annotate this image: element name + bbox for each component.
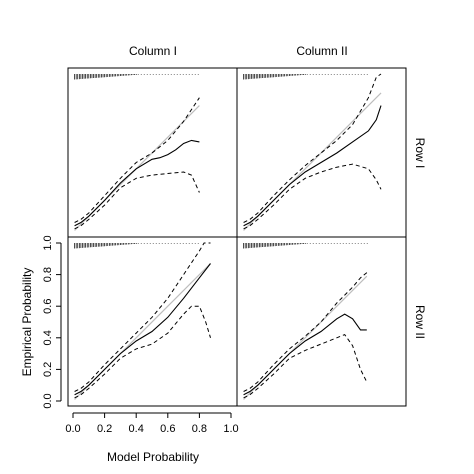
column-label-2: Column II xyxy=(296,44,347,58)
panel-1-prediction-rug xyxy=(74,74,200,80)
x-tick-label: 1.0 xyxy=(223,423,238,435)
panel-4-prediction-rug xyxy=(243,243,369,249)
y-tick-label: 0.2 xyxy=(42,362,54,377)
panel-1-upper-band xyxy=(74,97,200,223)
x-tick-label: 0.4 xyxy=(129,423,144,435)
panel-frame-col2-row2 xyxy=(236,236,407,407)
panel-2-upper-band xyxy=(243,73,382,223)
y-tick-label: 0.0 xyxy=(42,393,54,408)
panel-1-lower-band xyxy=(74,171,200,230)
panel-3-prediction-rug xyxy=(74,243,200,249)
panel-2-prediction-rug xyxy=(243,74,369,80)
x-tick-label: 0.8 xyxy=(192,423,207,435)
panel-3-lower-band xyxy=(74,305,211,399)
y-tick-label: 0.8 xyxy=(42,267,54,282)
x-tick-label: 0.6 xyxy=(160,423,175,435)
y-tick-label: 0.6 xyxy=(42,299,54,314)
y-tick-label: 0.4 xyxy=(42,330,54,345)
chart-marks xyxy=(74,73,382,400)
panel-1-calibration-curve xyxy=(74,139,200,227)
y-tick-label: 1.0 xyxy=(42,235,54,250)
panel-4-calibration-curve xyxy=(243,313,367,396)
x-axis-title: Model Probability xyxy=(107,450,199,464)
row-label-2: Row II xyxy=(413,305,427,339)
y-axis-title: Empirical Probability xyxy=(20,268,34,377)
panel-3-upper-band xyxy=(74,242,211,392)
axes: 0.0 0.2 0.4 0.6 0.8 1.0 0.0 0.2 0.4 0.6 0.8 1.0 xyxy=(42,235,239,435)
panel-2-calibration-curve xyxy=(243,105,382,227)
x-tick-label: 0.2 xyxy=(97,423,112,435)
panel-4-lower-band xyxy=(243,333,368,399)
panel-2-lower-band xyxy=(243,163,382,230)
panel-3-calibration-curve xyxy=(74,263,211,396)
column-label-1: Column I xyxy=(129,44,177,58)
row-label-1: Row I xyxy=(413,138,427,169)
panel-4-upper-band xyxy=(243,271,369,392)
x-tick-label: 0.0 xyxy=(65,423,80,435)
